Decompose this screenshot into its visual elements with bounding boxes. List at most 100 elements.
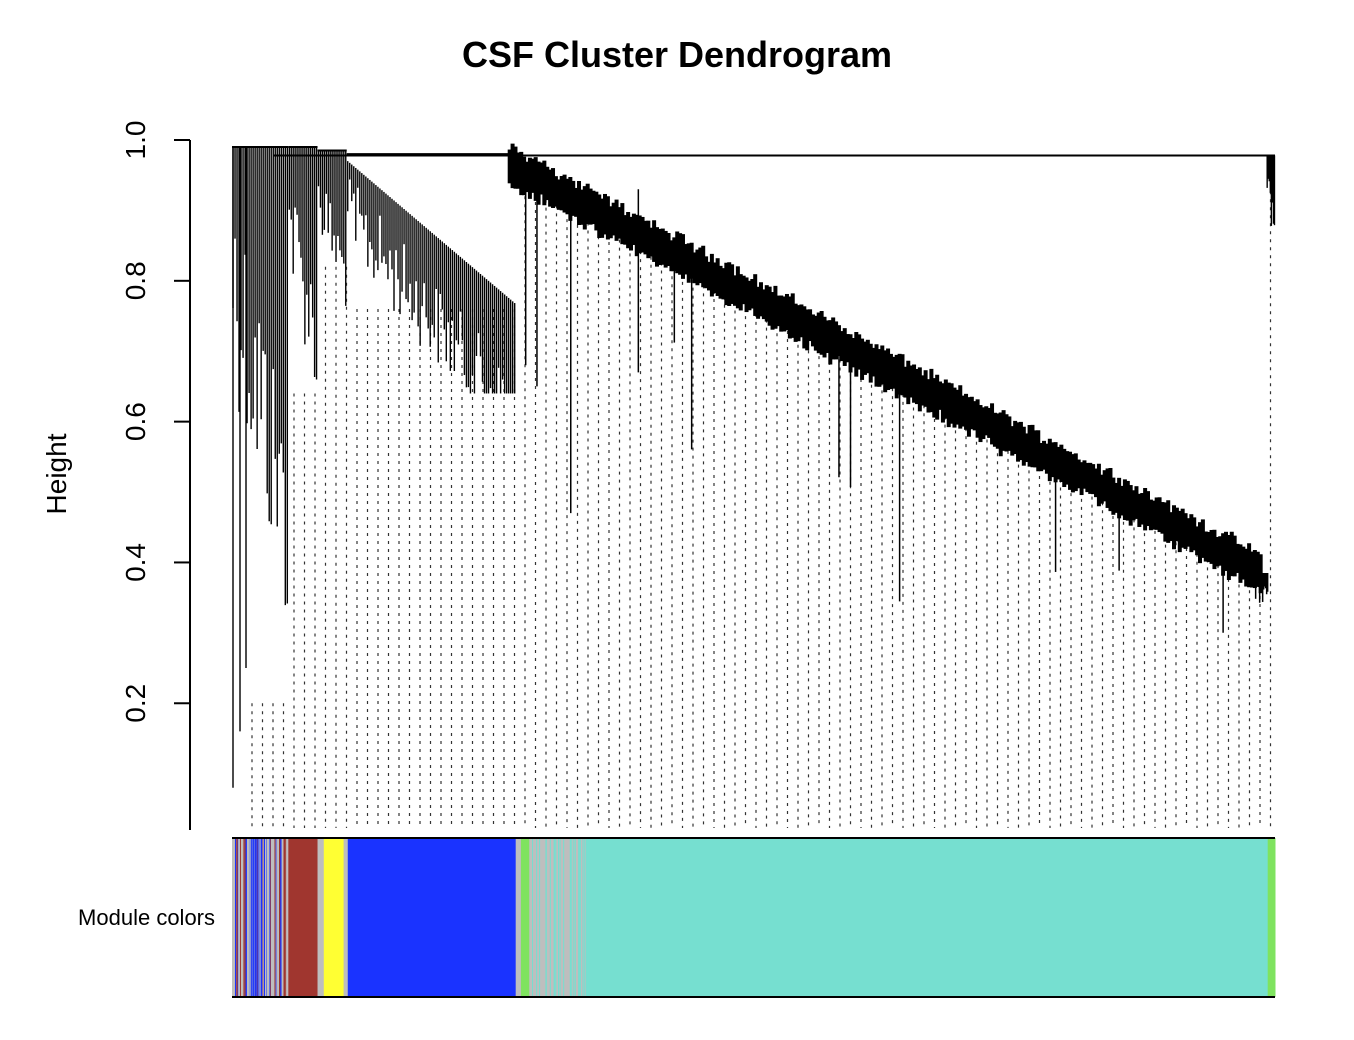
module-stripe xyxy=(569,838,571,997)
module-stripe xyxy=(266,838,268,997)
branch xyxy=(514,166,520,172)
module-stripe xyxy=(250,838,252,997)
module-blue xyxy=(347,838,517,997)
module-yellow xyxy=(323,838,345,997)
y-tick-label: 0.2 xyxy=(120,684,151,723)
branch xyxy=(1234,555,1239,560)
module-grey xyxy=(317,838,325,997)
branch xyxy=(575,201,580,205)
module-stripe xyxy=(285,838,287,997)
branch xyxy=(1217,549,1221,553)
branch xyxy=(1052,458,1057,463)
y-tick-label: 0.6 xyxy=(120,402,151,441)
module-stripe xyxy=(232,838,234,997)
module-stripe xyxy=(283,838,285,997)
branch xyxy=(791,315,797,324)
branch xyxy=(748,292,753,297)
module-brown xyxy=(288,838,319,997)
branch xyxy=(1191,532,1195,535)
branch xyxy=(948,402,953,406)
module-stripe xyxy=(263,838,265,997)
module-stripe xyxy=(276,838,278,997)
y-axis: 0.2 0.4 0.6 0.8 1.0 xyxy=(120,121,191,830)
module-stripe xyxy=(278,838,280,997)
branch xyxy=(566,195,571,200)
branch xyxy=(627,229,632,235)
branch xyxy=(1017,440,1022,443)
branch xyxy=(1147,508,1152,516)
module-stripe xyxy=(255,838,257,997)
branch xyxy=(523,175,528,178)
module-grey xyxy=(343,838,349,997)
green-cluster xyxy=(1266,154,1276,226)
module-stripe xyxy=(251,838,253,997)
module-stripe xyxy=(267,838,269,997)
branch xyxy=(974,415,979,420)
module-stripe xyxy=(579,838,581,997)
branch xyxy=(1199,538,1204,544)
branch xyxy=(1173,523,1178,528)
module-stripe xyxy=(265,838,267,997)
branch xyxy=(1087,476,1091,480)
module-stripe xyxy=(532,838,534,997)
branch xyxy=(558,192,563,196)
dendrogram-tree xyxy=(232,143,1276,788)
module-stripe xyxy=(263,838,265,997)
module-stripe xyxy=(254,838,256,997)
branch xyxy=(1095,482,1100,486)
module-stripe xyxy=(261,838,263,997)
y-tick-label: 0.8 xyxy=(120,261,151,300)
branch xyxy=(1034,448,1039,452)
module-stripe xyxy=(573,838,575,997)
module-stripe xyxy=(555,838,557,997)
branch xyxy=(653,240,658,248)
yellow-cluster xyxy=(317,149,347,306)
y-tick-label: 0.4 xyxy=(120,543,151,582)
module-colors-label: Module colors xyxy=(78,905,215,930)
branch xyxy=(766,302,771,307)
branch xyxy=(965,411,970,418)
branch xyxy=(679,253,684,258)
leaf-guide-lines xyxy=(251,175,1272,828)
branch xyxy=(714,276,718,279)
branch xyxy=(1112,495,1117,499)
branch xyxy=(1225,550,1230,558)
branch xyxy=(1138,507,1143,512)
branch xyxy=(1026,444,1031,449)
branch xyxy=(1242,562,1248,569)
branch xyxy=(922,387,927,392)
module-stripe xyxy=(245,838,247,997)
module-stripe xyxy=(578,838,580,997)
module-green xyxy=(520,838,530,997)
module-stripe xyxy=(583,838,585,997)
branch xyxy=(601,213,606,219)
module-stripe xyxy=(574,838,576,997)
branch xyxy=(696,264,701,269)
branch xyxy=(999,429,1005,435)
module-stripe xyxy=(266,838,268,997)
branch xyxy=(783,311,788,315)
module-stripe xyxy=(286,838,288,997)
branch xyxy=(852,351,857,356)
module-stripe xyxy=(243,838,245,997)
branch xyxy=(1251,568,1256,571)
module-stripe xyxy=(244,838,246,997)
branch xyxy=(610,218,615,223)
branch xyxy=(982,420,987,424)
branch xyxy=(774,306,780,312)
module-stripe xyxy=(234,838,236,997)
grey-cluster xyxy=(232,146,289,788)
module-stripe xyxy=(539,838,541,997)
module-stripe xyxy=(536,838,538,997)
module-color-bar xyxy=(232,837,1276,998)
branch xyxy=(1043,454,1048,460)
chart-title: CSF Cluster Dendrogram xyxy=(461,34,893,75)
branch xyxy=(913,382,918,388)
branch xyxy=(644,236,649,241)
module-stripe xyxy=(269,838,271,997)
module-stripe xyxy=(262,838,264,997)
module-stripe xyxy=(278,838,280,997)
branch xyxy=(870,361,874,365)
branch xyxy=(592,206,598,212)
branch xyxy=(844,346,848,350)
